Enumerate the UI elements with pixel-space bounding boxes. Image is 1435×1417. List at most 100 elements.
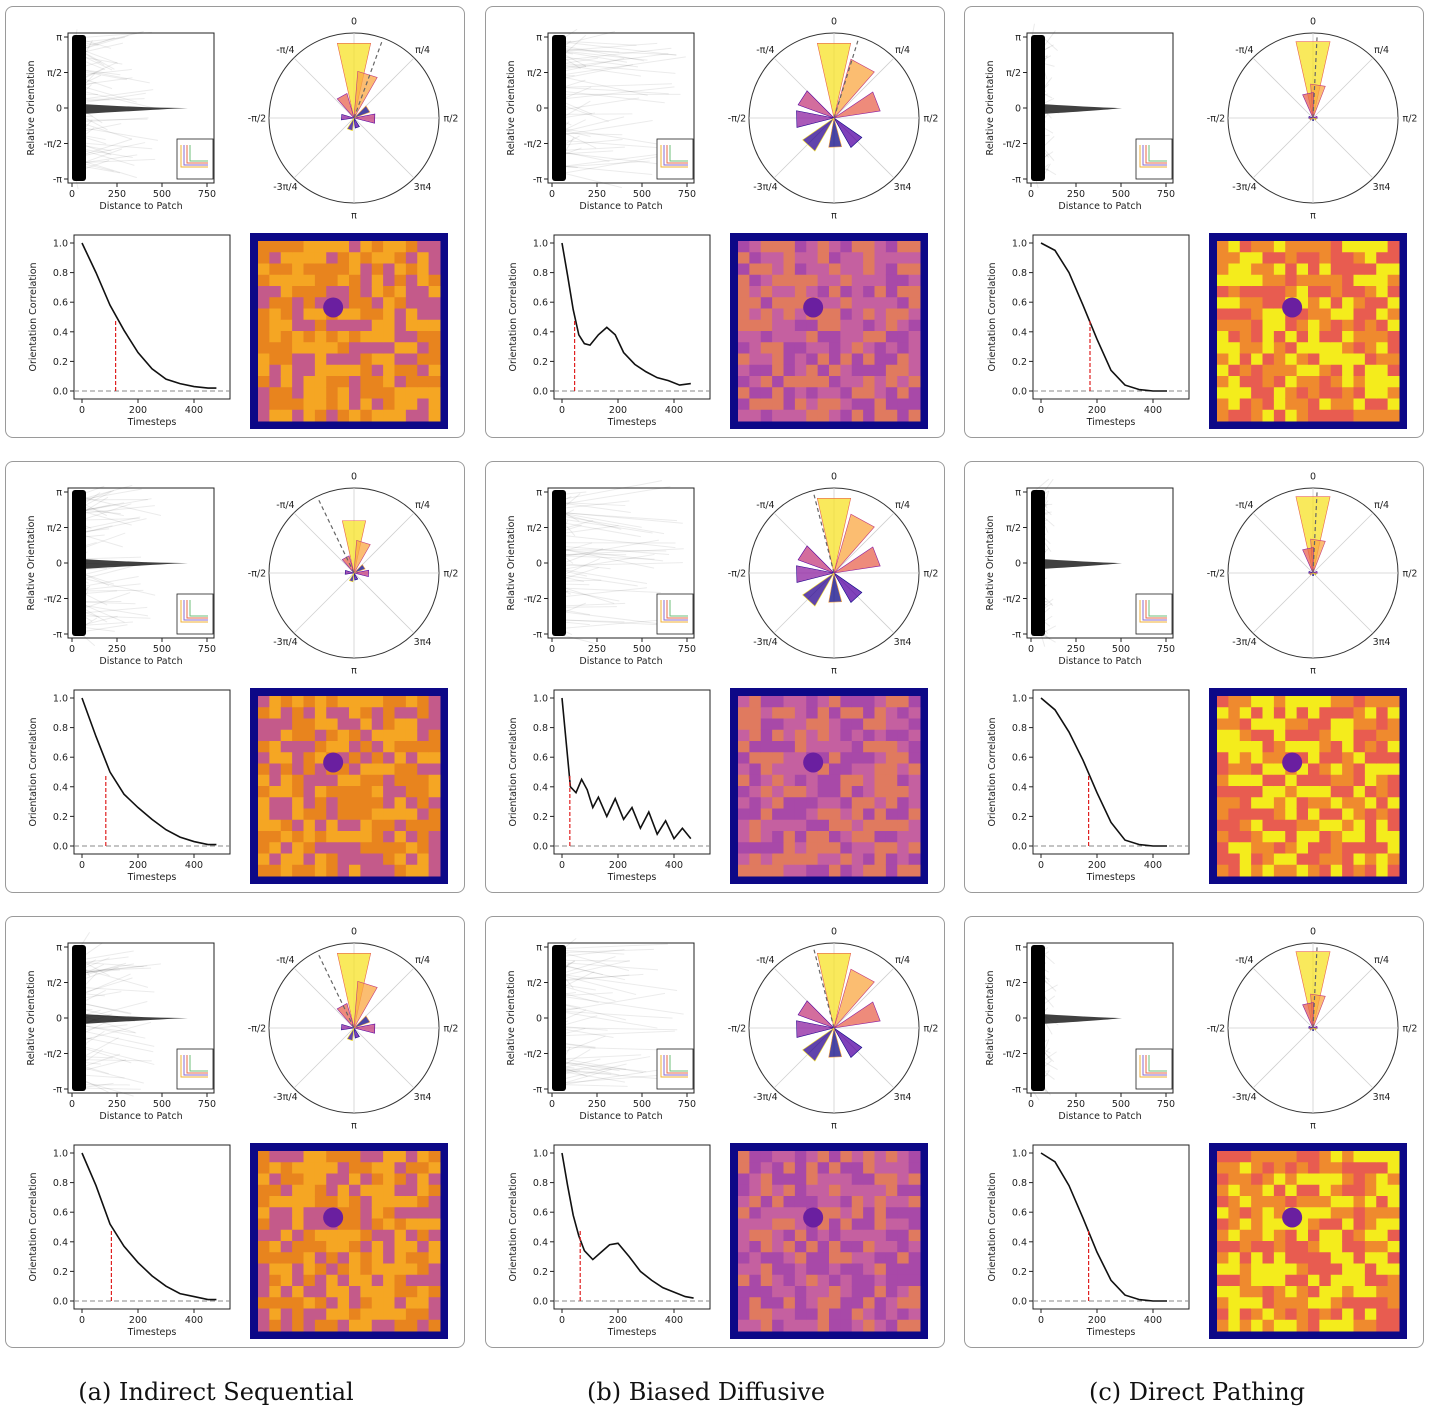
heatmap-cell — [1285, 741, 1298, 753]
heatmap-cell — [817, 752, 830, 764]
heatmap-cell — [1376, 1263, 1389, 1276]
inset-path — [183, 145, 208, 166]
heatmap-cell — [303, 853, 316, 866]
heatmap-cell — [428, 409, 441, 422]
heatmap-cell — [280, 263, 293, 276]
scatter-trace — [77, 505, 155, 515]
heatmap-cell — [760, 342, 773, 354]
heatmap-cell — [417, 1162, 430, 1174]
heatmap-cell — [269, 763, 282, 776]
heatmap-cell — [269, 718, 282, 731]
heatmap-cell — [817, 1274, 830, 1287]
heatmap-cell — [280, 1218, 293, 1231]
heatmap-cell — [371, 797, 384, 809]
polar-petal — [336, 1003, 355, 1029]
scatter-trace — [79, 165, 121, 174]
heatmap-cell — [1330, 786, 1343, 798]
heatmap-cell — [829, 308, 841, 321]
scatter-ytick-label: π/2 — [47, 978, 62, 989]
heatmap-cell — [1308, 842, 1320, 854]
heatmap-cell — [1239, 342, 1252, 354]
heatmap-cell — [360, 331, 373, 343]
heatmap-cell — [783, 853, 796, 866]
heatmap-cell — [874, 842, 887, 854]
heatmap-cell — [897, 1151, 910, 1163]
heatmap-cell — [1308, 398, 1320, 411]
heatmap-cell — [817, 252, 830, 264]
scatter-xtick-label: 750 — [1157, 189, 1175, 200]
heatmap-cell — [269, 308, 282, 321]
heatmap-cell — [371, 342, 384, 354]
corr-frame — [73, 234, 231, 400]
scatter-trace — [78, 142, 146, 158]
heatmap-cell — [314, 1196, 327, 1208]
heatmap-cell — [360, 831, 373, 843]
heatmap-cell — [1330, 1196, 1343, 1208]
heatmap-cell — [874, 729, 887, 742]
heatmap-cell — [817, 1196, 830, 1208]
heatmap-cell — [394, 853, 407, 866]
heatmap-cell — [1342, 752, 1354, 764]
heatmap-cell — [349, 274, 361, 287]
heatmap-cell — [749, 263, 762, 276]
scatter-ytick-label: 0 — [1015, 104, 1021, 115]
heatmap-cell — [314, 1218, 327, 1231]
heatmap-cell — [303, 1151, 316, 1163]
heatmap-cell — [897, 398, 910, 411]
heatmap-cell — [1217, 1173, 1229, 1186]
heatmap-cell — [1308, 718, 1320, 731]
heatmap-cell — [417, 319, 430, 332]
scatter-trace — [75, 117, 149, 123]
heatmap-cell — [1342, 297, 1354, 309]
heatmap-cell — [749, 1207, 762, 1219]
scatter-trace — [81, 556, 142, 560]
heatmap-cell — [1308, 1151, 1320, 1163]
heatmap-cell — [897, 808, 910, 821]
corr-ytick-label: 0.6 — [53, 298, 68, 309]
scatter-trace — [83, 77, 133, 85]
scatter-trace — [82, 35, 129, 50]
heatmap-cell — [292, 842, 304, 854]
heatmap-cell — [417, 1252, 430, 1264]
scatter-trace — [79, 962, 127, 978]
heatmap-cell — [1228, 1184, 1241, 1197]
polar-angle-label: 0 — [351, 927, 357, 938]
heatmap-cell — [383, 1229, 395, 1242]
heatmap-cell — [738, 718, 750, 731]
heatmap-cell — [863, 1319, 875, 1332]
heatmap-cell — [280, 752, 293, 764]
heatmap-cell — [749, 1229, 762, 1242]
scatter-trace — [83, 973, 131, 995]
heatmap-cell — [269, 1151, 282, 1163]
heatmap-cell — [371, 1252, 384, 1264]
heatmap-cell — [417, 342, 430, 354]
heatmap-cell — [394, 1218, 407, 1231]
heatmap-cell — [303, 797, 316, 809]
heatmap-cell — [908, 387, 921, 399]
heatmap-cell — [851, 1308, 864, 1321]
heatmap-cell — [280, 1184, 293, 1197]
heatmap-cell — [885, 1151, 898, 1163]
heatmap-cell — [303, 1308, 316, 1321]
heatmap-cell — [772, 409, 784, 422]
heatmap-cell — [280, 308, 293, 321]
heatmap-cell — [383, 376, 395, 388]
heatmap-cell — [1387, 252, 1400, 264]
polar-grid-spoke — [1252, 967, 1314, 1029]
heatmap-cell — [360, 1151, 373, 1163]
heatmap-cell — [1285, 1229, 1298, 1242]
heatmap-cell — [303, 1241, 316, 1253]
scatter-trace — [562, 558, 601, 576]
heatmap-cell — [863, 1218, 875, 1231]
scatter-xtick-label: 500 — [1112, 1099, 1130, 1110]
heatmap-cell — [1376, 763, 1389, 776]
heatmap-cell — [1364, 718, 1377, 731]
heatmap-cell — [817, 1297, 830, 1309]
heatmap-cell — [1251, 1297, 1263, 1309]
corr-xlabel: Timesteps — [607, 1327, 657, 1338]
heatmap-cell — [1308, 1263, 1320, 1276]
heatmap-cell — [383, 297, 395, 309]
heatmap-cell — [1228, 1207, 1241, 1219]
heatmap-cell — [738, 1286, 750, 1298]
corr-xtick-label: 400 — [185, 860, 203, 871]
